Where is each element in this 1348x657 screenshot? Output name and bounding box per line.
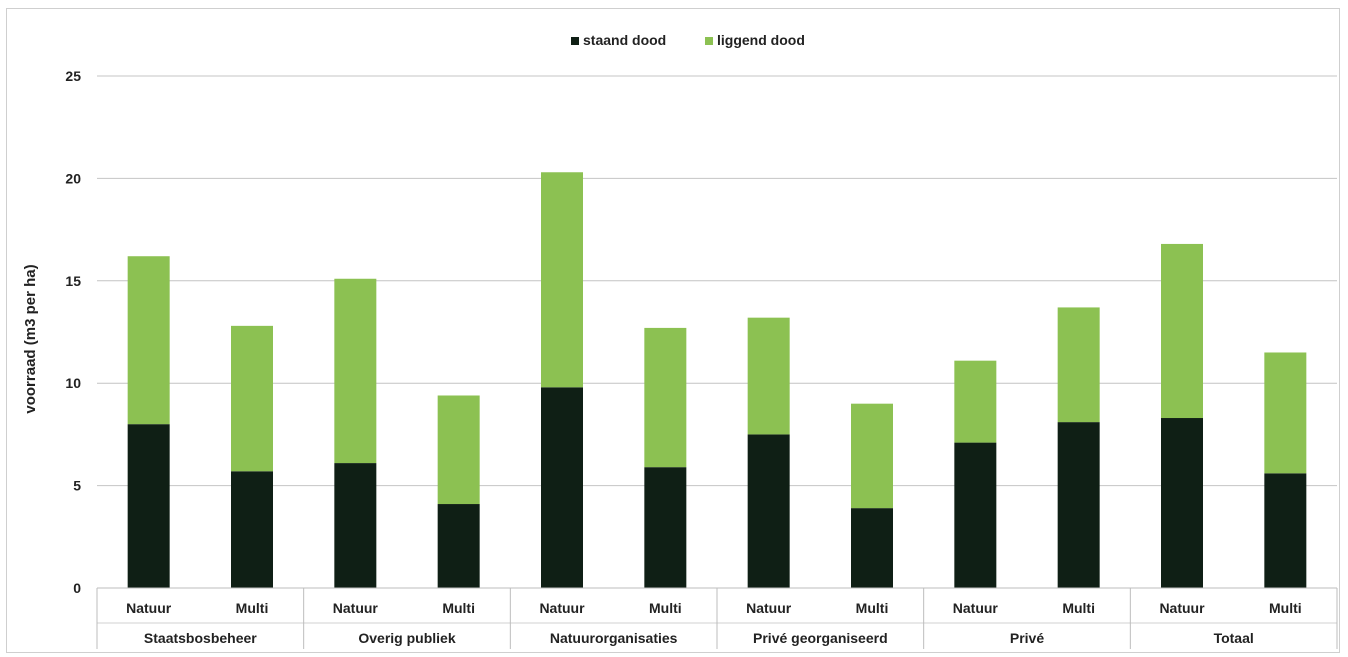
- legend-swatch-staand-dood: [571, 37, 579, 45]
- x-category-label: Natuur: [1159, 600, 1205, 616]
- x-category-label: Natuur: [746, 600, 792, 616]
- bar-liggend-dood: [231, 325, 273, 472]
- x-group-label: Natuurorganisaties: [550, 630, 678, 646]
- bar-staand-dood: [851, 508, 893, 588]
- legend: staand dood liggend dood: [571, 32, 805, 48]
- y-tick-label: 5: [73, 478, 81, 494]
- x-group-label: Privé: [1010, 630, 1044, 646]
- x-category-label: Multi: [856, 600, 889, 616]
- x-axis: Natuur Multi Natuur Multi Natuur Multi Natuur M…: [96, 587, 1338, 649]
- bar-staand-dood: [541, 387, 583, 588]
- stacked-bar-chart: staand dood liggend dood voorraad (m3 pe…: [22, 32, 1338, 649]
- bar-staand-dood: [747, 434, 790, 588]
- y-axis-ticks: 0 5 10 15 20 25: [65, 68, 81, 596]
- x-category-label: Natuur: [126, 600, 172, 616]
- bar-staand-dood: [1161, 418, 1203, 588]
- bar-staand-dood: [1264, 473, 1307, 588]
- y-axis-title: voorraad (m3 per ha): [22, 264, 39, 413]
- legend-swatch-liggend-dood: [705, 37, 713, 45]
- x-category-label: Natuur: [333, 600, 379, 616]
- gridlines: [97, 75, 1337, 487]
- bar-liggend-dood: [334, 278, 377, 464]
- y-tick-label: 15: [65, 273, 81, 289]
- legend-label-staand-dood: staand dood: [583, 32, 666, 48]
- bar-liggend-dood: [1057, 307, 1100, 423]
- bar-liggend-dood: [541, 172, 583, 388]
- x-group-label: Staatsbosbeheer: [144, 630, 257, 646]
- x-group-label: Privé georganiseerd: [753, 630, 888, 646]
- bar-liggend-dood: [954, 360, 997, 443]
- bar-liggend-dood: [127, 256, 170, 425]
- bars: [127, 172, 1307, 588]
- x-category-label: Multi: [236, 600, 269, 616]
- legend-label-liggend-dood: liggend dood: [717, 32, 805, 48]
- bar-staand-dood: [127, 424, 170, 588]
- y-tick-label: 0: [73, 580, 81, 596]
- bar-staand-dood: [334, 463, 377, 588]
- bar-liggend-dood: [1161, 243, 1203, 419]
- bar-staand-dood: [954, 442, 997, 588]
- bar-liggend-dood: [1264, 352, 1307, 474]
- x-group-label: Overig publiek: [358, 630, 455, 646]
- bar-staand-dood: [644, 467, 687, 588]
- x-category-label: Multi: [1269, 600, 1302, 616]
- y-tick-label: 10: [65, 375, 81, 391]
- bar-staand-dood: [1057, 422, 1100, 588]
- bar-liggend-dood: [437, 395, 480, 505]
- y-tick-label: 20: [65, 170, 81, 186]
- x-category-label: Multi: [649, 600, 682, 616]
- chart-frame: staand dood liggend dood voorraad (m3 pe…: [6, 8, 1340, 653]
- x-group-label: Totaal: [1214, 630, 1254, 646]
- x-category-label: Natuur: [953, 600, 999, 616]
- y-tick-label: 25: [65, 68, 81, 84]
- bar-liggend-dood: [644, 327, 687, 468]
- bar-liggend-dood: [851, 403, 893, 509]
- x-category-label: Natuur: [539, 600, 585, 616]
- x-category-label: Multi: [1062, 600, 1095, 616]
- x-category-label: Multi: [442, 600, 475, 616]
- bar-staand-dood: [231, 471, 273, 588]
- bar-staand-dood: [437, 504, 480, 588]
- bar-liggend-dood: [747, 317, 790, 435]
